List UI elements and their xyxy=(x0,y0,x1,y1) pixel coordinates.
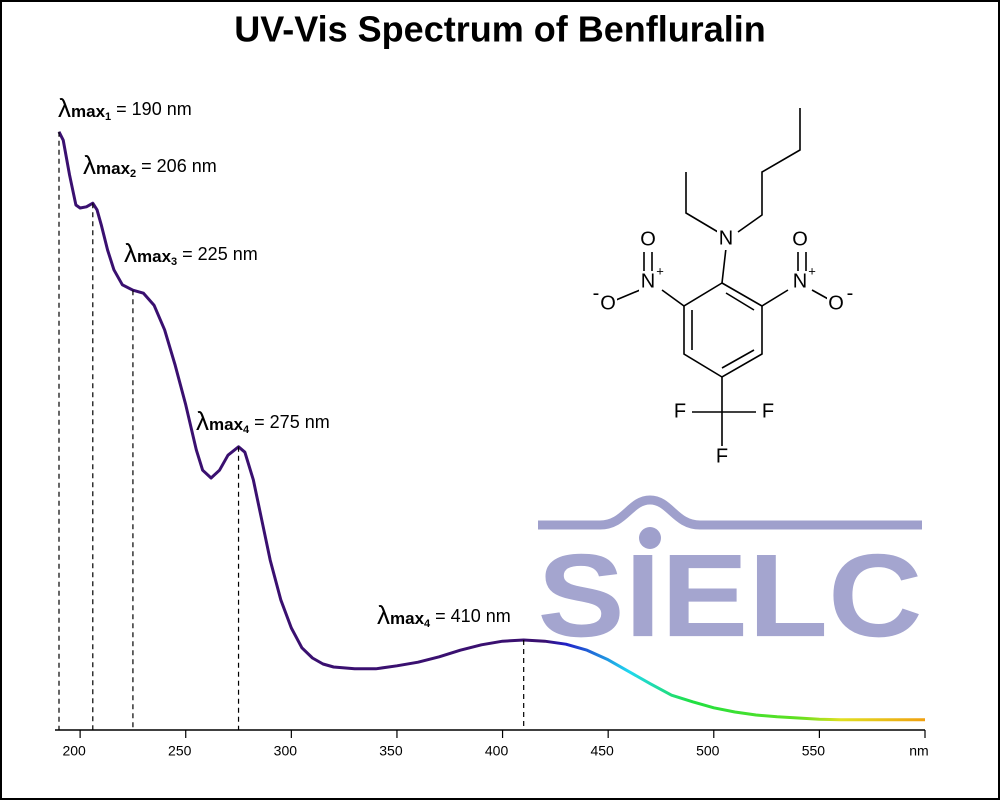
watermark-text: SIELC xyxy=(538,530,923,662)
lambda-max-label: λmax4 = 275 nm xyxy=(196,406,330,436)
atom-bg xyxy=(599,293,617,315)
lambda-sub: max xyxy=(96,159,131,178)
lambda: λ xyxy=(83,150,96,180)
atom-bg xyxy=(639,271,657,293)
chart-title: UV-Vis Spectrum of Benfluralin xyxy=(234,9,765,50)
atom-bg xyxy=(791,229,809,251)
x-tick-label: 250 xyxy=(168,743,192,759)
lambda-sub: max xyxy=(71,102,106,121)
atom-label: N xyxy=(793,270,807,292)
x-tick-label: 400 xyxy=(485,743,509,759)
atom-charge: - xyxy=(847,282,854,304)
atom-bg xyxy=(639,229,657,251)
atom-bg xyxy=(827,293,845,315)
bond xyxy=(615,252,685,307)
lambda-value: = 410 nm xyxy=(435,606,511,626)
x-tick-label: 200 xyxy=(62,743,86,759)
atom-bg xyxy=(759,401,777,423)
atom-bg xyxy=(791,271,809,293)
atom-bg xyxy=(717,228,735,250)
x-tick-label: 300 xyxy=(274,743,298,759)
lambda-max-label: λmax3 = 225 nm xyxy=(124,238,258,268)
spectrum-line xyxy=(57,131,925,722)
bond xyxy=(692,377,756,446)
watermark-dot xyxy=(639,527,661,549)
structure xyxy=(615,108,831,446)
lambda-index: 2 xyxy=(130,168,136,180)
ring-double xyxy=(691,292,755,369)
atom-label: O xyxy=(640,228,656,250)
lambda-value: = 225 nm xyxy=(182,244,258,264)
lambda-max-label: λmax4 = 410 nm xyxy=(377,600,511,630)
lambda-index: 4 xyxy=(424,618,431,630)
atom-label: F xyxy=(674,400,686,422)
atom-bg xyxy=(671,401,689,423)
atom-label: N xyxy=(641,270,655,292)
watermark: SIELC xyxy=(538,495,923,662)
atom-label: O xyxy=(600,292,616,314)
watermark-wave xyxy=(538,495,922,530)
lambda: λ xyxy=(196,406,209,436)
lambda: λ xyxy=(377,600,390,630)
atom-label: N xyxy=(719,227,733,249)
lambda-max-label: λmax1 = 190 nm xyxy=(58,93,192,123)
atom-charge: + xyxy=(656,263,664,278)
lambda-sub: max xyxy=(390,609,425,628)
x-tick-label: 350 xyxy=(379,743,403,759)
lambda-index: 1 xyxy=(105,111,111,123)
x-tick-label: 450 xyxy=(590,743,614,759)
lambda-value: = 275 nm xyxy=(254,412,330,432)
x-tick-label: 550 xyxy=(802,743,826,759)
atom-charge: + xyxy=(808,263,816,278)
atom-label: O xyxy=(792,228,808,250)
bond xyxy=(685,108,801,284)
atom-bg xyxy=(713,446,731,468)
lambda-value: = 190 nm xyxy=(116,99,192,119)
lambda-sub: max xyxy=(209,415,244,434)
atom-label: F xyxy=(716,445,728,467)
x-tick-label: 500 xyxy=(696,743,720,759)
atom-label: F xyxy=(762,400,774,422)
lambda: λ xyxy=(124,238,137,268)
lambda-index: 4 xyxy=(243,424,250,436)
lambda-max-label: λmax2 = 206 nm xyxy=(83,150,217,180)
lambda-sub: max xyxy=(137,247,172,266)
lambda-index: 3 xyxy=(171,256,177,268)
atom-charge: - xyxy=(593,282,600,304)
atom-label: O xyxy=(828,292,844,314)
x-tick-label: nm xyxy=(909,743,928,759)
bond xyxy=(761,252,831,307)
lambda-value: = 206 nm xyxy=(141,156,217,176)
lambda: λ xyxy=(58,93,71,123)
